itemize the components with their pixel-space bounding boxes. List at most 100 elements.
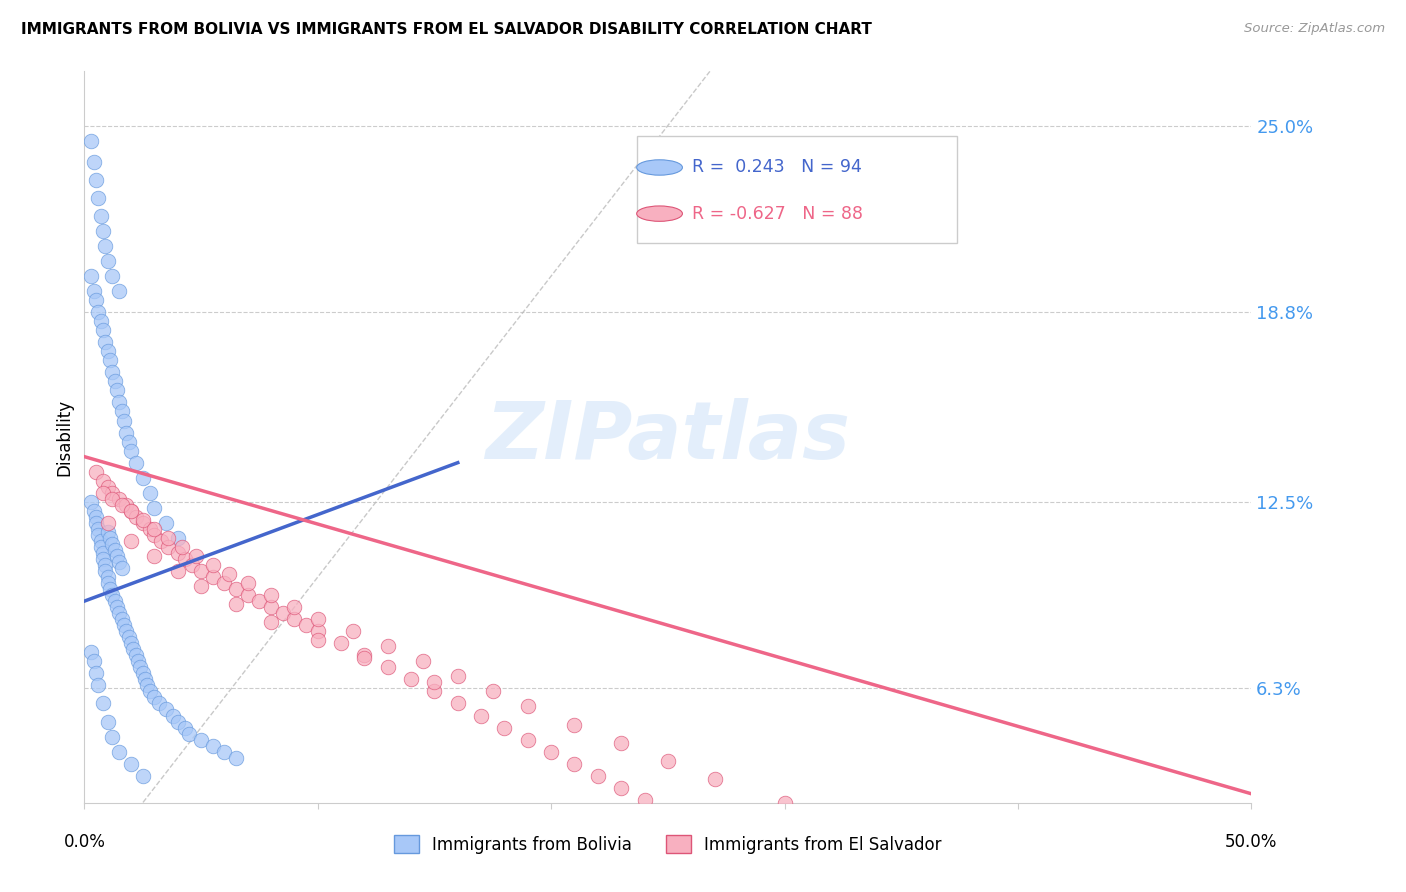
Point xyxy=(283,600,305,615)
Point xyxy=(260,600,283,615)
Point xyxy=(97,254,120,268)
Text: ZIPatlas: ZIPatlas xyxy=(485,398,851,476)
Point xyxy=(101,588,124,602)
Point xyxy=(166,531,188,545)
Point xyxy=(186,549,208,563)
Point xyxy=(138,684,160,698)
Point xyxy=(703,772,725,786)
Point xyxy=(90,209,112,223)
Point xyxy=(470,708,492,723)
Text: 50.0%: 50.0% xyxy=(1225,833,1278,851)
Point xyxy=(111,498,134,512)
Point xyxy=(143,522,166,536)
Point xyxy=(201,558,224,572)
Point xyxy=(132,769,155,783)
Point xyxy=(120,533,142,548)
Point xyxy=(125,648,148,663)
Point xyxy=(87,678,110,692)
Point xyxy=(540,745,562,759)
Point xyxy=(143,690,166,705)
Point xyxy=(423,684,446,698)
Point xyxy=(91,474,114,488)
Point xyxy=(633,793,655,807)
Point xyxy=(134,673,156,687)
Point xyxy=(101,491,124,506)
Point xyxy=(586,769,609,783)
Y-axis label: Disability: Disability xyxy=(55,399,73,475)
Point xyxy=(172,540,194,554)
Text: R = -0.627   N = 88: R = -0.627 N = 88 xyxy=(692,204,863,223)
Point xyxy=(120,504,142,518)
Point xyxy=(90,314,112,328)
Point xyxy=(94,335,117,350)
Point xyxy=(173,721,195,735)
Point xyxy=(201,570,224,584)
Point xyxy=(190,579,212,593)
Point xyxy=(155,516,177,530)
Point xyxy=(108,555,131,569)
Point xyxy=(148,697,170,711)
Point xyxy=(91,485,114,500)
Point xyxy=(225,750,247,764)
Point xyxy=(295,618,318,632)
Point xyxy=(101,730,124,744)
Point xyxy=(681,817,703,831)
Point xyxy=(150,533,173,548)
Point xyxy=(91,697,114,711)
Point xyxy=(610,736,633,750)
Point xyxy=(132,513,155,527)
Point xyxy=(481,684,505,698)
Point xyxy=(80,268,103,283)
Point xyxy=(773,841,796,855)
Point xyxy=(447,669,470,683)
Point xyxy=(307,612,329,626)
Point xyxy=(138,522,160,536)
Point xyxy=(94,239,117,253)
Point xyxy=(111,612,134,626)
Point xyxy=(97,524,120,539)
Point xyxy=(936,844,959,858)
Point xyxy=(890,862,912,876)
Point xyxy=(83,504,105,518)
Point xyxy=(111,561,134,575)
Point xyxy=(97,344,120,359)
Point xyxy=(260,588,283,602)
Point xyxy=(157,531,180,545)
Point xyxy=(564,717,586,731)
Point xyxy=(87,191,110,205)
Point xyxy=(120,636,142,650)
Point xyxy=(98,353,121,368)
Point xyxy=(101,537,124,551)
Point xyxy=(125,456,148,470)
Point xyxy=(98,582,121,596)
Point xyxy=(94,558,117,572)
Point xyxy=(773,796,796,810)
Point xyxy=(129,660,152,674)
Point xyxy=(115,498,138,512)
Point xyxy=(179,726,201,740)
Point xyxy=(108,491,131,506)
Point xyxy=(214,745,236,759)
Point xyxy=(112,618,135,632)
Point xyxy=(97,576,120,591)
Point xyxy=(91,224,114,238)
Point xyxy=(84,465,107,479)
Point xyxy=(353,651,375,665)
Point xyxy=(190,564,212,578)
Point xyxy=(820,853,842,867)
Point xyxy=(494,721,516,735)
Point xyxy=(84,516,107,530)
Point xyxy=(104,543,127,558)
Point xyxy=(120,443,142,458)
Point xyxy=(111,404,134,418)
Point xyxy=(564,756,586,771)
Point xyxy=(101,365,124,379)
Point xyxy=(225,582,247,596)
Point xyxy=(108,606,131,620)
Point xyxy=(236,588,259,602)
Point xyxy=(423,675,446,690)
Point xyxy=(657,754,679,768)
Point xyxy=(118,434,141,449)
Point xyxy=(132,516,155,530)
Point xyxy=(120,504,142,518)
